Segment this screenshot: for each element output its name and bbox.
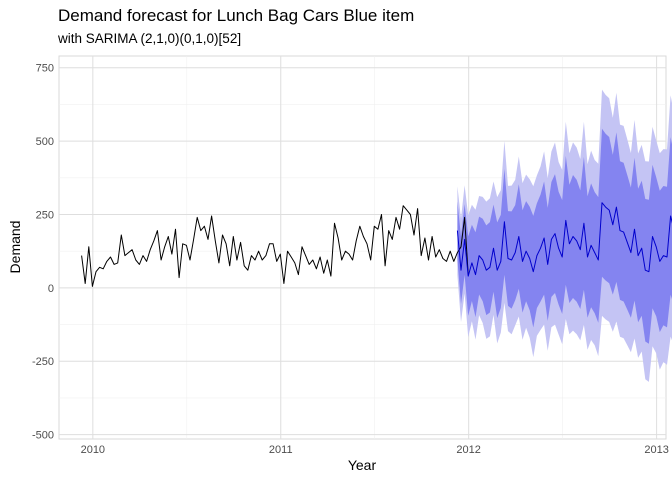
- x-tick-label: 2011: [269, 444, 293, 456]
- y-tick-label: 250: [36, 209, 54, 221]
- forecast-mean-line: [456, 202, 672, 277]
- x-tick-label: 2010: [81, 444, 105, 456]
- tick-labels: -500 -250 0 250 500 750 2010 2011 2012 2013: [32, 63, 669, 456]
- y-axis-title: Demand: [7, 221, 23, 274]
- grid-major: [59, 56, 666, 439]
- history-line: [81, 205, 469, 287]
- x-tick-label: 2012: [456, 444, 480, 456]
- y-tick-label: 500: [36, 136, 54, 148]
- y-tick-label: -250: [32, 356, 54, 368]
- chart-title: Demand forecast for Lunch Bag Cars Blue …: [58, 6, 415, 25]
- x-tick-label: 2013: [644, 444, 668, 456]
- chart-subtitle: with SARIMA (2,1,0)(0,1,0)[52]: [58, 31, 242, 46]
- y-tick-label: 0: [48, 283, 54, 295]
- x-axis-title: Year: [348, 457, 377, 473]
- y-tick-label: -500: [32, 430, 54, 442]
- y-tick-label: 750: [36, 63, 54, 75]
- series-lines: [81, 202, 672, 287]
